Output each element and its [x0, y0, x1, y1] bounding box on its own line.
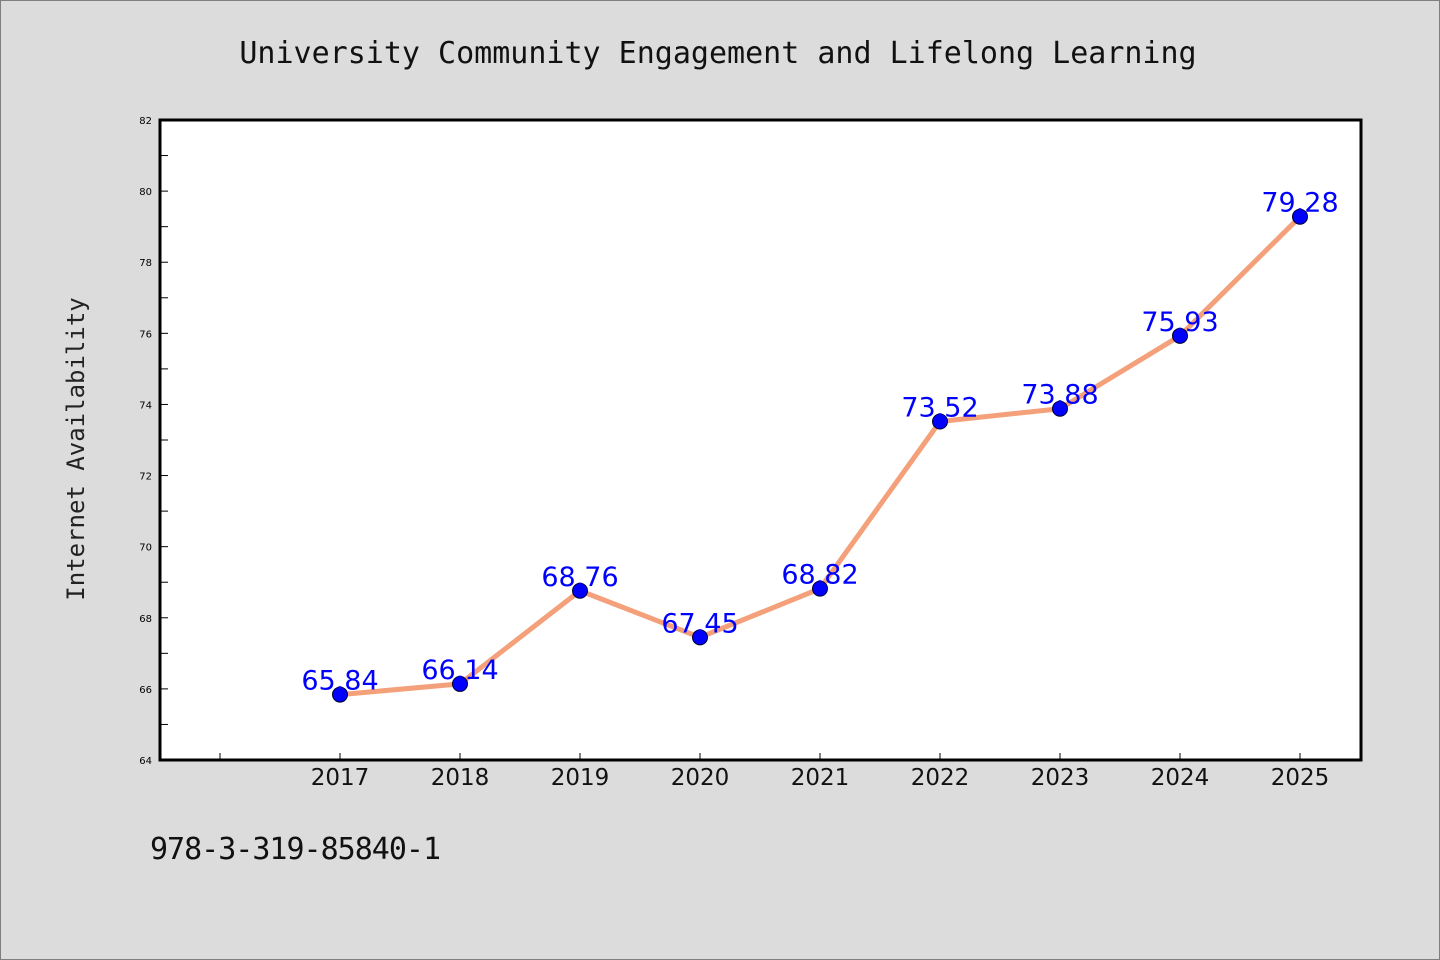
- x-tick-label: 2018: [431, 765, 490, 791]
- y-tick-label: 76: [139, 329, 152, 340]
- data-label: 68.82: [781, 560, 858, 591]
- y-tick-label: 64: [139, 756, 152, 767]
- data-label: 67.45: [661, 608, 738, 639]
- chart-title: University Community Engagement and Life…: [239, 36, 1196, 71]
- isbn-text: 978-3-319-85840-1: [150, 832, 441, 867]
- x-tick-label: 2024: [1151, 765, 1210, 791]
- data-label: 65.84: [301, 666, 378, 697]
- y-axis-ticks: 64 66 68 70 72 74 76 78 80 82: [139, 116, 168, 767]
- y-tick-label: 74: [139, 400, 152, 411]
- data-point: [1052, 400, 1068, 417]
- data-label: 68.76: [541, 562, 618, 593]
- x-tick-label: 2025: [1271, 765, 1330, 791]
- y-tick-label: 78: [139, 258, 152, 269]
- y-axis-label: Internet Availability: [62, 297, 90, 600]
- data-point: [692, 629, 708, 646]
- data-point: [932, 413, 948, 430]
- x-tick-label: 2019: [551, 765, 610, 791]
- y-tick-label: 68: [139, 614, 152, 625]
- data-point: [332, 686, 348, 703]
- x-tick-label: 2022: [911, 765, 970, 791]
- data-label: 73.52: [901, 393, 978, 424]
- plot-area: [158, 118, 1363, 762]
- y-tick-label: 66: [139, 685, 152, 696]
- data-label: 66.14: [421, 655, 498, 686]
- y-tick-label: 80: [139, 187, 152, 198]
- data-point: [812, 580, 828, 597]
- data-point: [1172, 327, 1188, 344]
- data-point: [572, 582, 588, 599]
- data-label-layer: 65.84 66.14 68.76 67.45 68.82 73.52 73.88 75.93…: [301, 188, 1338, 697]
- data-label: 73.88: [1021, 380, 1098, 411]
- y-tick-label: 72: [139, 472, 152, 483]
- data-point: [452, 675, 468, 692]
- x-tick-label: 2021: [791, 765, 850, 791]
- x-axis-ticks: 2017 2018 2019 2020 2021 2022 2023 2024 2025: [219, 753, 1330, 791]
- data-label: 79.28: [1261, 188, 1338, 219]
- y-tick-label: 82: [139, 116, 152, 127]
- y-tick-label: 70: [139, 543, 152, 554]
- data-label: 75.93: [1141, 307, 1218, 338]
- x-tick-label: 2023: [1031, 765, 1090, 791]
- data-point: [1292, 208, 1308, 225]
- series-layer: [332, 208, 1308, 703]
- x-tick-label: 2017: [311, 765, 370, 791]
- x-tick-label: 2020: [671, 765, 730, 791]
